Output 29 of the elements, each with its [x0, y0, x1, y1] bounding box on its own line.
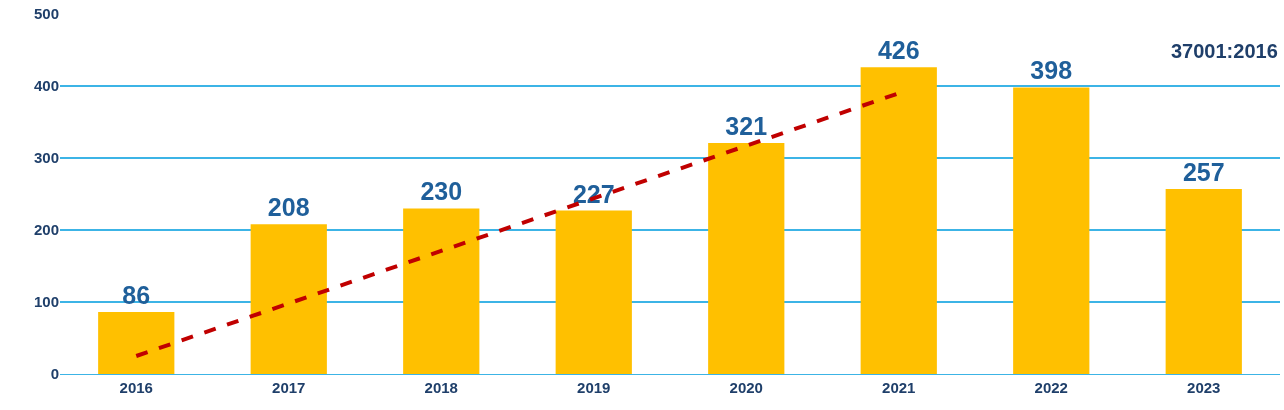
x-tick-label: 2020 — [729, 379, 763, 396]
y-tick-label: 100 — [33, 293, 59, 311]
data-label: 230 — [420, 177, 463, 206]
x-tick-label: 2018 — [424, 379, 458, 396]
x-tick-label: 2022 — [1034, 379, 1068, 396]
data-label: 208 — [267, 193, 310, 222]
data-label: 257 — [1182, 157, 1225, 186]
bar — [1165, 188, 1242, 374]
data-label: 398 — [1030, 56, 1073, 85]
bar — [555, 210, 632, 374]
bar — [1013, 87, 1090, 374]
bar — [98, 312, 175, 374]
x-tick-label: 2017 — [272, 379, 306, 396]
x-tick-label: 2019 — [577, 379, 611, 396]
bar — [403, 208, 480, 374]
y-tick-label: 500 — [33, 5, 59, 23]
annotation: 37001:2016 — [1171, 40, 1278, 62]
y-tick-label: 0 — [50, 365, 59, 383]
x-tick-label: 2016 — [119, 379, 153, 396]
bar — [860, 67, 937, 374]
bar — [708, 142, 785, 374]
x-tick-label: 2023 — [1187, 379, 1221, 396]
y-tick-label: 200 — [33, 221, 59, 239]
bar — [250, 224, 327, 374]
data-label: 426 — [877, 36, 920, 65]
y-tick-label: 300 — [33, 149, 59, 167]
data-label: 321 — [725, 111, 768, 140]
x-tick-label: 2021 — [882, 379, 916, 396]
y-tick-label: 400 — [33, 77, 59, 95]
